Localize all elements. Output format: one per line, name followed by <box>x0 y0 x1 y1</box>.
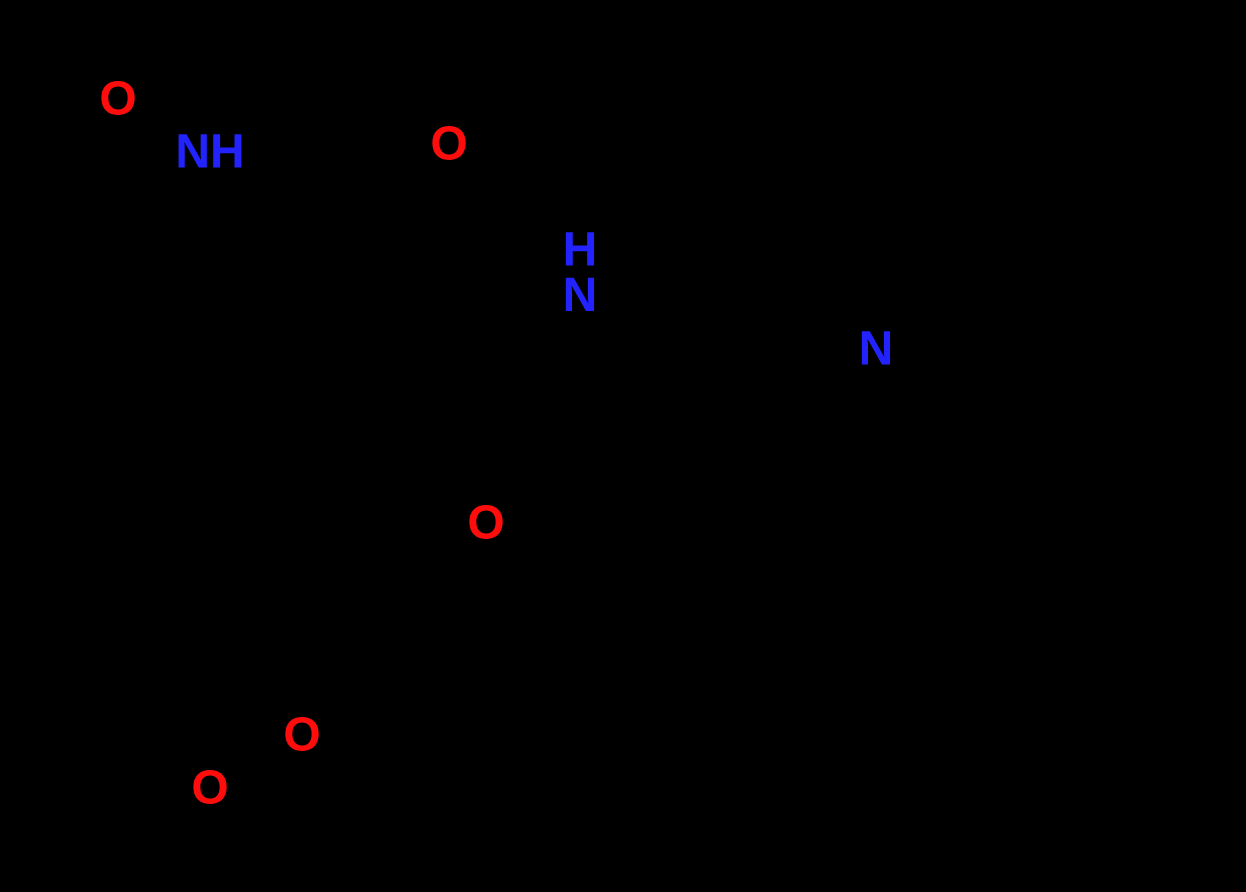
atom-label: O <box>467 497 504 550</box>
bond <box>670 576 762 629</box>
atom-label: O <box>191 762 228 815</box>
bond <box>876 455 968 508</box>
bond <box>670 417 762 470</box>
bond <box>486 205 553 237</box>
bond <box>118 735 191 777</box>
bond <box>968 137 1060 190</box>
atom-label: NH <box>175 126 244 179</box>
bond <box>486 576 578 629</box>
bond <box>118 173 174 205</box>
bond <box>1060 137 1152 190</box>
bond <box>246 173 302 205</box>
bond <box>968 455 1060 508</box>
atom-label: O <box>430 118 467 171</box>
atom-label: N <box>859 323 894 376</box>
bond <box>1060 296 1152 349</box>
bond <box>897 296 968 337</box>
bond <box>505 470 578 512</box>
bond <box>784 247 860 331</box>
bond <box>394 629 486 682</box>
bond <box>670 247 784 311</box>
bond <box>302 152 394 205</box>
atom-label: O <box>283 709 320 762</box>
atom-label: N <box>563 269 598 322</box>
molecule-diagram: ONHOOOOHNN <box>0 0 1246 892</box>
bond <box>968 296 1060 349</box>
bond <box>605 267 670 311</box>
atom-label: O <box>99 73 136 126</box>
bond <box>968 614 1060 667</box>
